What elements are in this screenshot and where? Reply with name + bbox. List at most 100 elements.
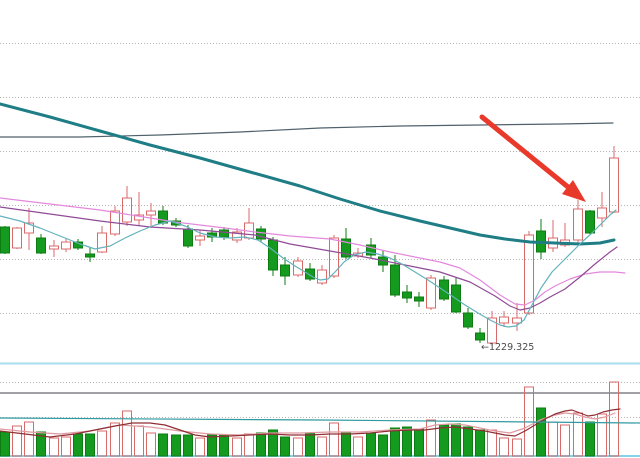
volume-bar [414,428,424,457]
candle-body [585,210,595,234]
candle-body [219,229,229,238]
volume-bar [609,381,619,457]
volume-ma-dark-red [0,408,621,438]
candle [12,227,22,249]
candle [97,226,107,253]
volume-bar [560,424,570,457]
candle [536,219,546,259]
candle-body [609,157,619,213]
candle [256,226,266,242]
volume-bar [499,437,509,457]
candle [597,192,607,227]
volume-bar [73,433,83,457]
volume-bar [548,421,558,457]
volume-bar [329,422,339,457]
purple-ma [0,206,618,311]
magenta-ma [0,197,626,306]
candles-layer [0,146,619,346]
candle [122,186,132,226]
volume-bar [280,436,290,457]
volume-bar [36,431,46,457]
candle-body [36,237,46,254]
candle [390,255,400,297]
candle-body [402,291,412,299]
volume-bar [244,433,254,457]
volume-bar [122,410,132,457]
candle-body [341,238,351,258]
volume-bar [171,434,181,457]
candle [36,234,46,254]
candle [0,226,10,254]
candle [134,192,144,225]
candle-body [49,245,59,250]
volume-bars-layer [0,381,619,457]
volume-bar [232,437,242,457]
candle [524,231,534,315]
red-arrow-head [562,180,586,202]
candle [499,311,509,327]
volume-bar [317,436,327,457]
volume-bar [158,433,168,457]
candle [317,265,327,285]
volume-bar [512,438,522,457]
candle-body [463,312,473,328]
candle-body [439,279,449,300]
volume-ma-pink [0,412,616,436]
candle [439,276,449,301]
volume-bar [61,436,71,457]
candle [61,238,71,252]
volume-bar [573,412,583,457]
candle [463,308,473,329]
volume-bar [85,433,95,457]
candle-body [158,210,168,224]
volume-bar [475,429,485,457]
candle [512,303,522,331]
candle [573,200,583,243]
volume-bar [341,431,351,457]
candle [110,206,120,236]
candle [85,248,95,262]
volume-bar [353,436,363,457]
volume-bar [268,429,278,457]
candle-body [12,227,22,249]
volume-bar [256,432,266,457]
candle-body [122,197,132,223]
volume-bar [195,437,205,457]
volume-bar [487,429,497,457]
volume-bar [305,432,315,457]
volume-bar [293,437,303,457]
candle [24,208,34,250]
annotation-layer: ←1229.325 [479,114,586,353]
candle-body [97,232,107,253]
thick-teal-ma [0,102,616,246]
volume-bar [597,413,607,457]
volume-bar [12,425,22,457]
candle [414,292,424,307]
volume-bar [585,421,595,457]
volume-bar [390,427,400,457]
volume-bar [378,434,388,457]
candle [268,237,278,276]
candle-body [268,239,278,271]
volume-bar [183,434,193,457]
candle-body [329,237,339,277]
volume-bar [0,431,10,457]
volume-bar [439,424,449,457]
candle [585,210,595,234]
candle-body [524,234,534,314]
candle-body [293,260,303,276]
candle-body [366,244,376,256]
candle [49,240,59,257]
volume-bar [110,422,120,457]
candle [305,263,315,281]
gray-horizontal-ma [0,122,614,138]
candle-body [146,210,156,216]
volume-bar [402,426,412,457]
candle [451,278,461,313]
candle-body [305,268,315,280]
candle-body [280,264,290,277]
volume-bar [146,432,156,457]
volume-bar [451,423,461,457]
